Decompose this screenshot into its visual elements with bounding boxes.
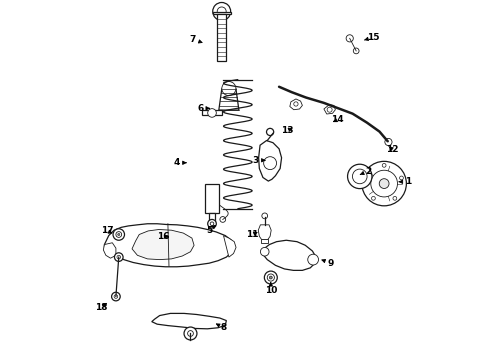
- Circle shape: [116, 231, 122, 237]
- Circle shape: [352, 169, 367, 184]
- Bar: [261, 239, 269, 243]
- Circle shape: [346, 35, 353, 42]
- Circle shape: [264, 157, 276, 170]
- Circle shape: [217, 7, 226, 16]
- Text: 3: 3: [253, 156, 265, 165]
- Circle shape: [265, 271, 277, 284]
- Circle shape: [114, 295, 118, 298]
- Polygon shape: [152, 314, 226, 329]
- Bar: [217, 14, 226, 61]
- Circle shape: [347, 164, 372, 189]
- Text: 7: 7: [190, 35, 202, 44]
- Circle shape: [327, 107, 332, 112]
- Circle shape: [117, 255, 121, 259]
- Circle shape: [262, 213, 268, 219]
- Circle shape: [270, 276, 272, 279]
- Circle shape: [379, 179, 389, 189]
- Polygon shape: [223, 235, 236, 257]
- Text: 2: 2: [360, 167, 372, 176]
- Circle shape: [399, 176, 403, 180]
- Text: 18: 18: [95, 303, 107, 312]
- Circle shape: [362, 161, 406, 206]
- Polygon shape: [132, 229, 194, 260]
- Text: 16: 16: [157, 232, 170, 241]
- Circle shape: [382, 163, 386, 167]
- Circle shape: [267, 274, 274, 281]
- Text: 10: 10: [265, 283, 277, 295]
- Circle shape: [208, 220, 216, 228]
- Circle shape: [267, 129, 274, 135]
- Bar: [213, 12, 231, 14]
- Polygon shape: [290, 99, 302, 110]
- Polygon shape: [104, 224, 234, 267]
- Circle shape: [371, 170, 397, 197]
- Text: 9: 9: [322, 259, 334, 268]
- Circle shape: [371, 197, 375, 200]
- Polygon shape: [219, 89, 239, 110]
- Text: 11: 11: [246, 230, 258, 239]
- Circle shape: [118, 233, 120, 235]
- Text: 12: 12: [387, 145, 399, 154]
- Text: 17: 17: [100, 226, 113, 235]
- Polygon shape: [258, 225, 271, 240]
- Circle shape: [294, 102, 298, 106]
- Bar: [202, 110, 222, 116]
- Polygon shape: [262, 240, 316, 270]
- Circle shape: [365, 176, 368, 180]
- Circle shape: [353, 48, 359, 54]
- Text: 4: 4: [173, 158, 186, 167]
- Circle shape: [220, 217, 225, 222]
- Circle shape: [308, 254, 319, 265]
- Circle shape: [115, 253, 123, 261]
- Circle shape: [385, 138, 392, 145]
- Text: 15: 15: [365, 33, 380, 42]
- Text: 14: 14: [331, 115, 344, 124]
- Circle shape: [112, 292, 120, 301]
- Circle shape: [113, 229, 124, 240]
- Circle shape: [213, 3, 231, 21]
- Circle shape: [222, 81, 236, 96]
- Circle shape: [393, 197, 397, 200]
- Circle shape: [188, 330, 194, 336]
- Polygon shape: [103, 243, 116, 258]
- Text: 6: 6: [197, 104, 209, 113]
- Circle shape: [210, 222, 214, 226]
- Text: 1: 1: [399, 177, 411, 186]
- Polygon shape: [259, 140, 282, 181]
- Polygon shape: [324, 105, 335, 114]
- Text: 5: 5: [206, 225, 216, 235]
- Bar: [205, 184, 219, 213]
- Circle shape: [184, 327, 197, 340]
- Circle shape: [208, 109, 216, 117]
- Text: 8: 8: [217, 323, 226, 332]
- Bar: [209, 213, 215, 222]
- Circle shape: [260, 247, 269, 256]
- Text: 13: 13: [281, 126, 294, 135]
